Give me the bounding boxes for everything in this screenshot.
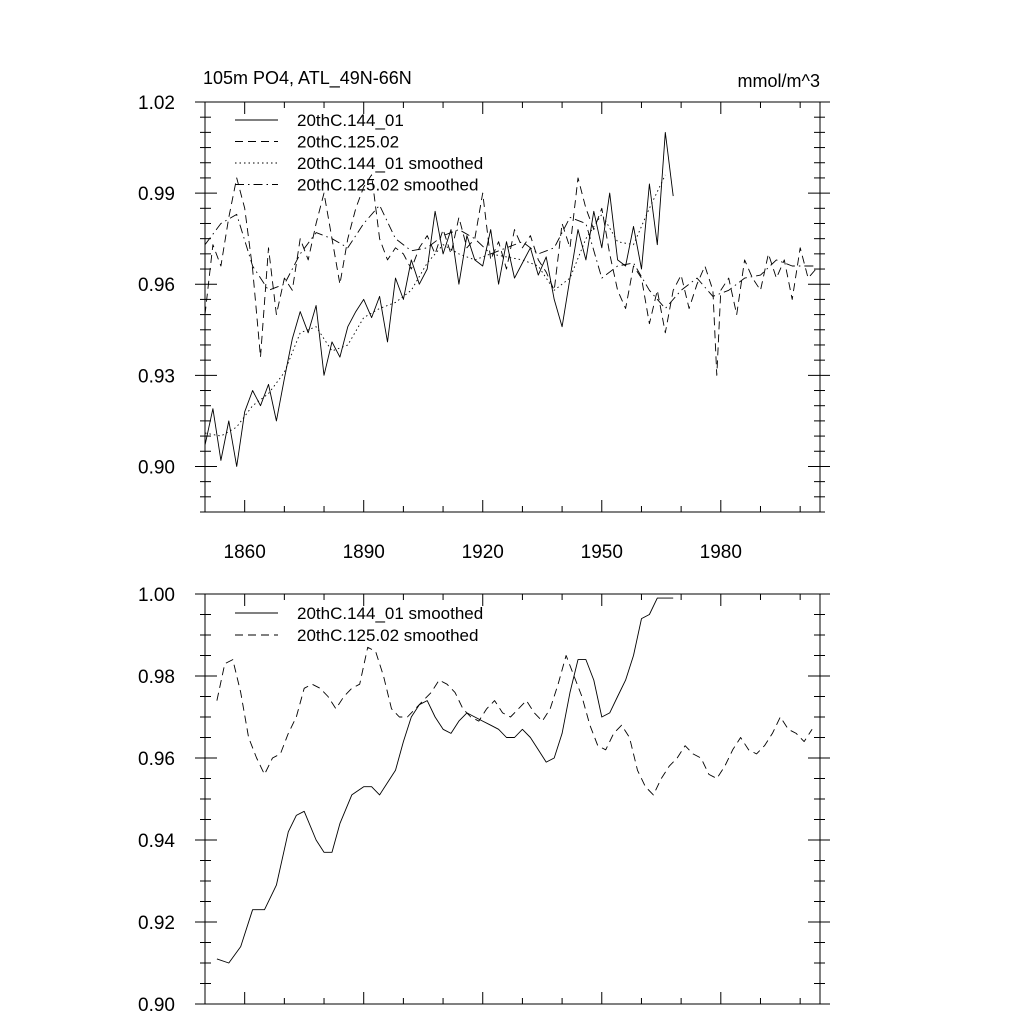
series-line-20thC-144-01-smoothed [204, 174, 666, 437]
y-tick-label: 0.96 [138, 275, 175, 296]
y-tick-label: 0.93 [138, 366, 175, 387]
legend-label: 20thC.125.02 smoothed [297, 626, 478, 645]
top-panel: 105m PO4, ATL_49N-66N mmol/m^3 1860 1890 1… [138, 68, 830, 563]
bottom-legend: 20thC.144_01 smoothed 20thC.125.02 smooth… [235, 604, 483, 645]
x-tick-label: 1920 [462, 542, 504, 563]
series-line-20thC-125-02 [204, 174, 817, 376]
bottom-axis-ticks: 0.90 0.92 0.94 0.96 0.98 1.00 [138, 585, 830, 1016]
x-tick-label: 1980 [700, 542, 742, 563]
x-tick-label: 1890 [343, 542, 385, 563]
bottom-panel: 0.90 0.92 0.94 0.96 0.98 1.00 20thC.144_01 sm… [138, 585, 830, 1016]
legend-label: 20thC.125.02 smoothed [297, 176, 478, 195]
legend-label: 20thC.125.02 [297, 133, 399, 152]
top-axis-ticks: 1860 1890 1920 1950 1980 0.90 0.93 0.96 0.99 1.02 [138, 93, 830, 563]
legend-label: 20thC.144_01 [297, 111, 404, 130]
y-tick-label: 1.00 [138, 585, 175, 606]
y-tick-label: 0.90 [138, 457, 175, 478]
top-units: mmol/m^3 [738, 71, 820, 91]
legend-label: 20thC.144_01 smoothed [297, 604, 483, 623]
x-tick-label: 1860 [224, 542, 266, 563]
top-title: 105m PO4, ATL_49N-66N [203, 68, 412, 89]
series-line-20thC-144-01 [204, 131, 674, 467]
series-line-20thC-125-02-smoothed [216, 646, 813, 796]
top-plot-frame [204, 101, 821, 513]
legend-label: 20thC.144_01 smoothed [297, 154, 483, 173]
y-tick-label: 0.96 [138, 749, 175, 770]
x-tick-label: 1950 [581, 542, 623, 563]
y-tick-label: 0.94 [138, 831, 175, 852]
y-tick-label: 1.02 [138, 93, 175, 114]
y-tick-label: 0.90 [138, 995, 175, 1016]
series-line-20thC-144-01-smoothed [216, 597, 674, 964]
bottom-series-group [216, 597, 813, 964]
top-legend: 20thC.144_01 20thC.125.02 20thC.144_01 smo… [235, 111, 483, 195]
y-tick-label: 0.92 [138, 913, 175, 934]
series-line-20thC-125-02-smoothed [204, 204, 816, 309]
y-tick-label: 0.99 [138, 184, 175, 205]
top-series-group [204, 131, 817, 467]
y-tick-label: 0.98 [138, 667, 175, 688]
bottom-plot-frame [204, 593, 821, 1005]
